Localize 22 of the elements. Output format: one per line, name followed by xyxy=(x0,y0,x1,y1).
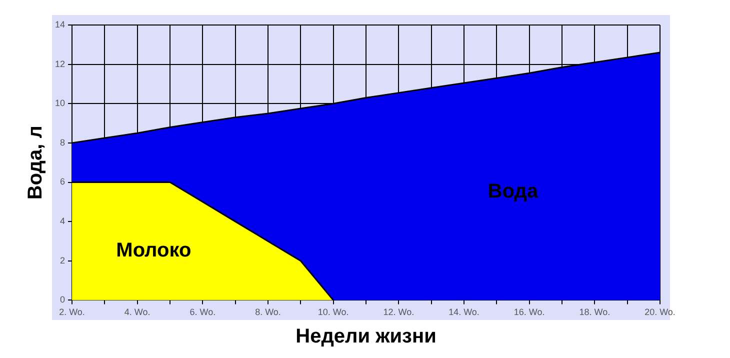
x-tick-label: 6. Wo. xyxy=(190,307,216,318)
x-tick-label: 10. Wo. xyxy=(318,307,349,318)
y-tick-label: 2 xyxy=(60,255,66,266)
y-tick-label: 8 xyxy=(60,137,66,148)
x-tick-label: 4. Wo. xyxy=(124,307,150,318)
y-tick-label: 14 xyxy=(54,19,66,30)
y-tick-label: 6 xyxy=(60,176,66,187)
x-tick-label: 8. Wo. xyxy=(255,307,281,318)
x-tick-label: 2. Wo. xyxy=(59,307,85,318)
x-tick-label: 18. Wo. xyxy=(579,307,610,318)
x-tick-label: 14. Wo. xyxy=(448,307,480,318)
x-axis-title: Недели жизни xyxy=(296,326,436,348)
x-tick-label: 20. Wo. xyxy=(644,307,676,318)
x-tick-label: 12. Wo. xyxy=(383,307,414,318)
y-tick-label: 10 xyxy=(54,98,66,108)
y-tick-label: 0 xyxy=(60,294,66,305)
y-tick-label: 4 xyxy=(60,216,66,226)
series-label: Вода xyxy=(488,180,539,203)
x-tick-label: 16. Wo. xyxy=(514,307,545,318)
series-label: Молоко xyxy=(116,240,192,262)
y-axis-title: Вода, л xyxy=(24,126,47,200)
y-tick-label: 12 xyxy=(54,58,66,69)
